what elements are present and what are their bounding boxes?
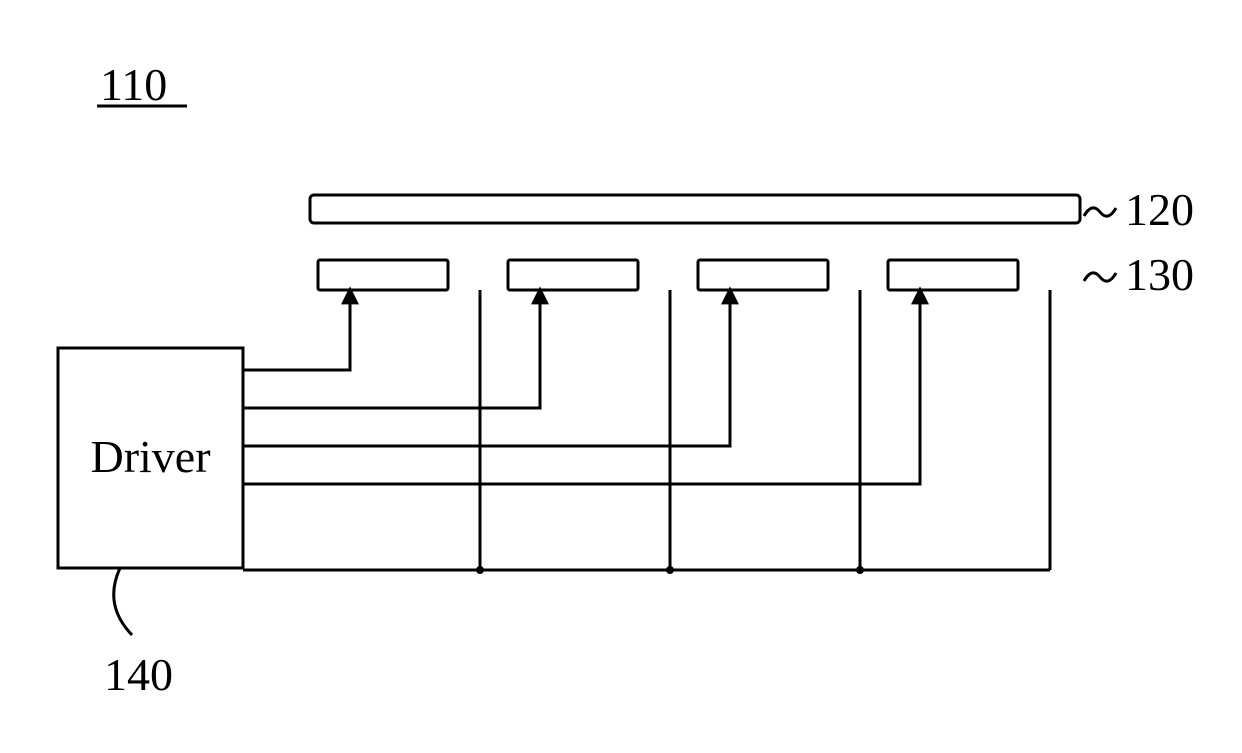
reference-label-110: 110 (100, 59, 167, 110)
tube-120 (310, 195, 1080, 223)
reference-label-140: 140 (104, 649, 173, 700)
drive-wire-2 (243, 290, 540, 408)
callout-hook-140 (114, 568, 132, 635)
reference-label-130: 130 (1125, 249, 1194, 300)
callout-tilde (1084, 273, 1116, 281)
driver-label: Driver (90, 431, 210, 482)
junction-dot-3 (856, 566, 864, 574)
electrode-2 (508, 260, 638, 290)
callout-tilde (1084, 208, 1116, 216)
drive-wire-3 (243, 290, 730, 446)
junction-dot-2 (666, 566, 674, 574)
electrode-4 (888, 260, 1018, 290)
electrode-1 (318, 260, 448, 290)
drive-wire-1 (243, 290, 350, 370)
electrode-3 (698, 260, 828, 290)
junction-dot-1 (476, 566, 484, 574)
reference-label-120: 120 (1125, 184, 1194, 235)
drive-wire-4 (243, 290, 920, 484)
